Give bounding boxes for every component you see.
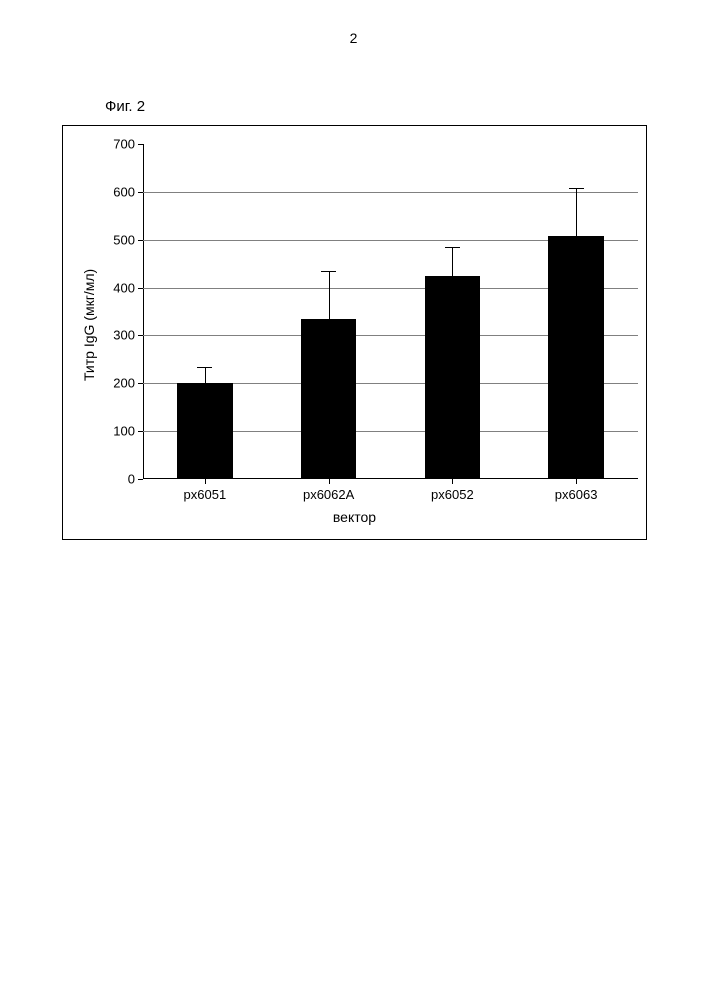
y-tick-label: 700	[95, 137, 135, 152]
y-tick	[138, 144, 143, 145]
bar	[301, 319, 357, 479]
figure-label: Фиг. 2	[105, 98, 145, 115]
x-tick	[329, 479, 330, 484]
grid-line	[143, 192, 638, 193]
error-cap	[321, 271, 336, 272]
bar	[425, 276, 481, 479]
y-tick-label: 100	[95, 424, 135, 439]
y-tick	[138, 335, 143, 336]
x-tick	[452, 479, 453, 484]
page: 2 Фиг. 2 0 100 200 300 400 500 600 700 px6051 px6…	[0, 0, 707, 1000]
x-tick	[205, 479, 206, 484]
x-tick	[576, 479, 577, 484]
y-axis-line	[143, 144, 144, 479]
bar	[177, 383, 233, 479]
error-cap	[445, 247, 460, 248]
error-bar	[576, 188, 577, 236]
y-tick-label: 400	[95, 280, 135, 295]
error-bar	[205, 367, 206, 384]
error-cap	[569, 188, 584, 189]
x-tick-label: px6063	[555, 487, 598, 502]
y-tick-label: 0	[95, 472, 135, 487]
x-axis-label: вектор	[63, 509, 646, 525]
y-tick	[138, 288, 143, 289]
y-tick	[138, 479, 143, 480]
bar	[548, 236, 604, 479]
page-number: 2	[0, 30, 707, 46]
y-tick	[138, 240, 143, 241]
y-tick	[138, 192, 143, 193]
plot-area: 0100200300400500600700px6051px6062Apx605…	[143, 144, 638, 479]
y-tick	[138, 431, 143, 432]
y-axis-label: Титр IgG (мкг/мл)	[81, 269, 97, 381]
x-tick-label: px6052	[431, 487, 474, 502]
y-tick-label: 200	[95, 376, 135, 391]
x-tick-label: px6062A	[303, 487, 354, 502]
chart-frame: 0 100 200 300 400 500 600 700 px6051 px6062A px605…	[62, 125, 647, 540]
error-cap	[197, 367, 212, 368]
x-tick-label: px6051	[184, 487, 227, 502]
y-tick-label: 500	[95, 232, 135, 247]
y-tick	[138, 383, 143, 384]
y-tick-label: 300	[95, 328, 135, 343]
error-bar	[329, 271, 330, 319]
error-bar	[452, 247, 453, 276]
y-tick-label: 600	[95, 184, 135, 199]
